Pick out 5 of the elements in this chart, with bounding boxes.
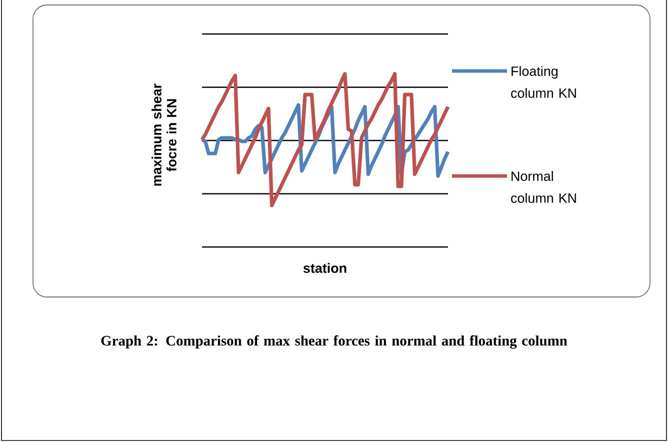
legend-label: Normal column KN: [511, 171, 576, 203]
y-axis-title: maximum shear focre in KN: [152, 84, 176, 186]
text: Graph 2: Comparison of max shear forces in normal and floating column: [101, 335, 568, 349]
legend-label: Floating column KN: [511, 66, 576, 98]
x-axis-title: station: [303, 263, 346, 273]
